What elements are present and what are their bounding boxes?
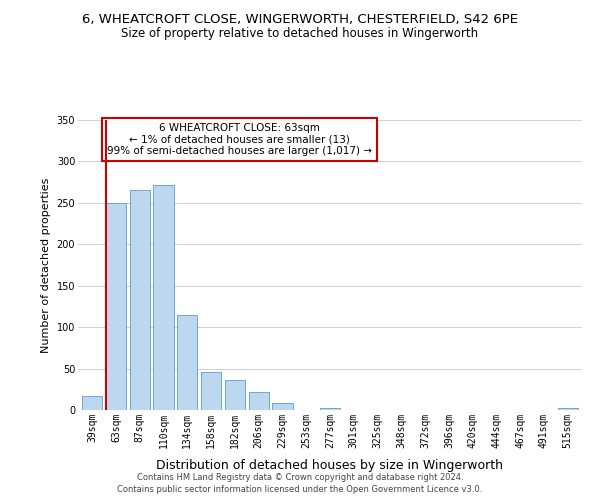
Y-axis label: Number of detached properties: Number of detached properties	[41, 178, 51, 352]
Bar	[201, 372, 221, 410]
Bar	[225, 380, 245, 410]
Bar	[248, 392, 269, 410]
Text: Contains public sector information licensed under the Open Government Licence v3: Contains public sector information licen…	[118, 484, 482, 494]
Text: 6 WHEATCROFT CLOSE: 63sqm
← 1% of detached houses are smaller (13)
99% of semi-d: 6 WHEATCROFT CLOSE: 63sqm ← 1% of detach…	[107, 123, 372, 156]
Text: Contains HM Land Registry data © Crown copyright and database right 2024.: Contains HM Land Registry data © Crown c…	[137, 473, 463, 482]
Bar	[106, 203, 126, 410]
Bar	[272, 402, 293, 410]
Bar	[320, 408, 340, 410]
X-axis label: Distribution of detached houses by size in Wingerworth: Distribution of detached houses by size …	[157, 459, 503, 472]
Bar	[557, 408, 578, 410]
Bar	[154, 184, 173, 410]
Text: 6, WHEATCROFT CLOSE, WINGERWORTH, CHESTERFIELD, S42 6PE: 6, WHEATCROFT CLOSE, WINGERWORTH, CHESTE…	[82, 12, 518, 26]
Bar	[177, 314, 197, 410]
Bar	[130, 190, 150, 410]
Bar	[82, 396, 103, 410]
Text: Size of property relative to detached houses in Wingerworth: Size of property relative to detached ho…	[121, 28, 479, 40]
